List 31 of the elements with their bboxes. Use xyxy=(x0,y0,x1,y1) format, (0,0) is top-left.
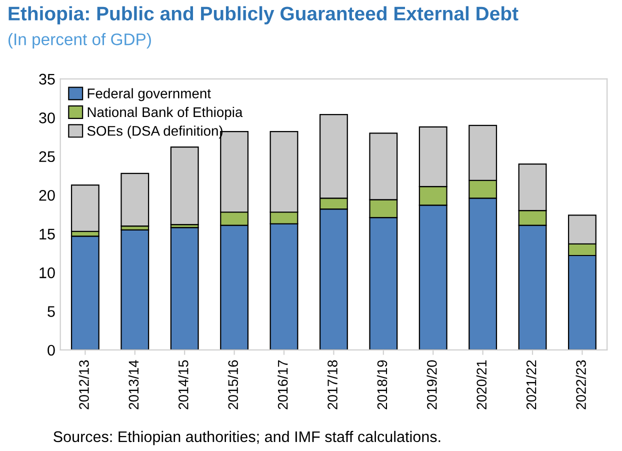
y-tick-label: 5 xyxy=(48,306,55,317)
x-tick-label: 2018/19 xyxy=(376,360,388,410)
y-tick-label: 0 xyxy=(48,344,55,356)
x-tick-label: 2019/20 xyxy=(426,360,437,410)
y-tick-label: 15 xyxy=(40,228,55,240)
legend-label: National Bank of Ethiopia xyxy=(88,106,243,120)
x-tick-label: 2022/23 xyxy=(576,360,586,410)
bar xyxy=(120,229,150,350)
bar xyxy=(170,227,199,350)
bar xyxy=(70,184,100,232)
x-tick-label: 2015/16 xyxy=(228,360,238,410)
x-tick-label: 2016/17 xyxy=(278,360,288,410)
bar xyxy=(120,172,150,227)
x-tick-label: 2014/15 xyxy=(178,360,188,410)
y-tick-label: 10 xyxy=(40,267,55,278)
bar xyxy=(70,236,100,350)
chart-subtitle: (In percent of GDP) xyxy=(8,33,151,49)
x-tick-label: 2020/21 xyxy=(476,360,487,410)
bar xyxy=(170,146,199,226)
x-tick-label: 2013/14 xyxy=(128,360,139,410)
y-tick-label: 30 xyxy=(39,112,55,124)
x-tick-label: 2021/22 xyxy=(526,360,536,410)
x-tick-label: 2017/18 xyxy=(327,360,338,410)
chart-title: Ethiopia: Public and Publicly Guaranteed External Debt xyxy=(8,6,518,24)
x-tick-label: 2012/13 xyxy=(78,360,89,410)
y-tick-label: 35 xyxy=(39,74,55,85)
y-tick-label: 25 xyxy=(39,151,55,162)
legend-label: Federal government xyxy=(88,88,211,102)
legend-label: SOEs (DSA definition) xyxy=(87,126,222,139)
y-tick-label: 20 xyxy=(39,190,55,201)
source-note: Sources: Ethiopian authorities; and IMF staff calculations. xyxy=(54,430,440,446)
